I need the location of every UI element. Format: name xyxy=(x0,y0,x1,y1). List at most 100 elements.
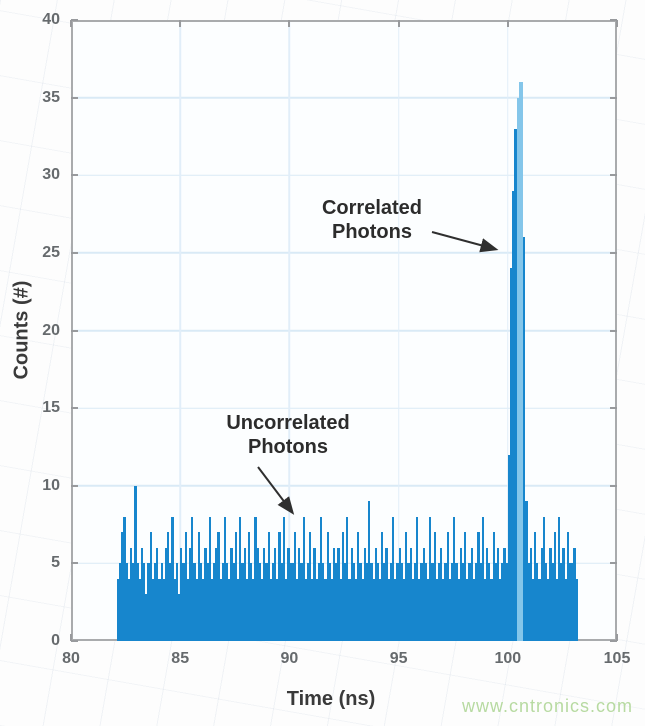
histogram-bar xyxy=(186,578,190,641)
histogram-bar xyxy=(481,516,484,641)
histogram-bar xyxy=(346,516,349,641)
histogram-bar xyxy=(575,578,578,641)
vertical-gridline xyxy=(397,20,400,641)
histogram-bar xyxy=(280,563,283,641)
histogram-bar xyxy=(496,547,500,641)
histogram-bar xyxy=(534,532,537,641)
histogram-bar xyxy=(169,563,172,641)
histogram-bar xyxy=(553,532,556,641)
histogram-bar xyxy=(361,578,364,641)
y-tick-label: 30 xyxy=(42,166,60,184)
y-tick-mark xyxy=(71,329,78,332)
histogram-bar xyxy=(315,578,318,641)
histogram-bar xyxy=(411,578,414,641)
horizontal-gridline xyxy=(71,174,617,176)
vertical-gridline xyxy=(288,20,291,641)
histogram-bar xyxy=(302,516,305,641)
x-tick-mark xyxy=(506,20,509,27)
histogram-bar xyxy=(258,563,262,641)
histogram-bar xyxy=(230,547,233,641)
histogram-bar xyxy=(368,501,371,641)
histogram-bar xyxy=(442,578,445,641)
histogram-bar xyxy=(490,578,493,641)
y-tick-label: 40 xyxy=(42,11,60,28)
histogram-bar xyxy=(326,532,329,641)
histogram-bar xyxy=(542,516,546,641)
histogram-bar xyxy=(138,578,141,641)
histogram-bar xyxy=(195,578,198,641)
vertical-gridline xyxy=(507,20,509,641)
histogram-bars xyxy=(71,20,617,641)
histogram-bar xyxy=(573,547,576,641)
histogram-bar xyxy=(274,547,277,641)
histogram-bar xyxy=(173,578,176,641)
histogram-bar xyxy=(566,532,570,641)
histogram-bar xyxy=(271,563,275,641)
y-tick-mark xyxy=(71,19,78,21)
histogram-bar xyxy=(568,563,572,641)
histogram-bar xyxy=(304,578,307,641)
histogram-bar xyxy=(518,82,522,641)
histogram-bar xyxy=(333,547,336,641)
histogram-bar xyxy=(293,532,297,641)
histogram-bar xyxy=(276,578,279,641)
y-tick-mark xyxy=(610,407,617,410)
histogram-bar xyxy=(429,516,432,641)
histogram-bar xyxy=(285,578,288,641)
histogram-bar xyxy=(184,532,187,641)
histogram-bar xyxy=(555,578,559,641)
histogram-bar xyxy=(457,578,460,641)
histogram-bar xyxy=(134,485,137,641)
histogram-bar xyxy=(125,563,128,641)
histogram-bar xyxy=(245,578,249,641)
histogram-bar xyxy=(520,82,524,641)
histogram-bar xyxy=(265,563,268,641)
histogram-bar xyxy=(363,547,366,641)
histogram-bar xyxy=(470,547,473,641)
histogram-bar xyxy=(549,547,552,641)
histogram-bar xyxy=(206,563,209,641)
histogram-bar xyxy=(466,578,469,641)
histogram-bar xyxy=(180,547,183,641)
annotation-line: Photons xyxy=(332,221,412,243)
x-tick-mark xyxy=(70,20,72,27)
histogram-bar xyxy=(507,454,511,641)
histogram-bar xyxy=(512,190,515,641)
histogram-bar xyxy=(405,532,408,641)
histogram-bar xyxy=(564,578,567,641)
y-tick-mark xyxy=(610,19,617,21)
histogram-bar xyxy=(527,563,530,641)
histogram-bar xyxy=(256,547,259,641)
histogram-bar xyxy=(538,578,541,641)
histogram-bar xyxy=(446,532,449,641)
histogram-bar xyxy=(424,563,428,641)
x-tick-mark xyxy=(288,20,291,27)
histogram-bar xyxy=(560,563,563,641)
histogram-bar xyxy=(337,547,340,641)
histogram-bar xyxy=(547,578,550,641)
histogram-bar xyxy=(158,578,161,641)
y-tick-label: 0 xyxy=(51,632,60,649)
histogram-bar xyxy=(254,516,257,641)
x-tick-label: 95 xyxy=(389,650,408,667)
histogram-bar xyxy=(324,578,327,641)
histogram-bar xyxy=(116,578,120,641)
histogram-bar xyxy=(328,563,331,641)
histogram-bar xyxy=(289,563,292,641)
histogram-bar xyxy=(433,532,436,641)
histogram-bar xyxy=(392,516,395,641)
histogram-bar xyxy=(505,563,508,641)
histogram-bar xyxy=(162,578,166,641)
histogram-bar xyxy=(291,563,294,641)
y-tick-mark xyxy=(71,640,78,642)
y-tick-mark xyxy=(71,562,78,565)
axis-border-top xyxy=(71,20,617,22)
histogram-bar xyxy=(516,97,519,641)
histogram-bar xyxy=(322,563,325,641)
histogram-bar xyxy=(204,547,207,641)
histogram-bar xyxy=(247,532,251,641)
histogram-bar xyxy=(140,547,144,641)
histogram-bar xyxy=(372,578,375,641)
histogram-bar xyxy=(514,128,517,641)
y-tick-label: 15 xyxy=(42,399,60,417)
